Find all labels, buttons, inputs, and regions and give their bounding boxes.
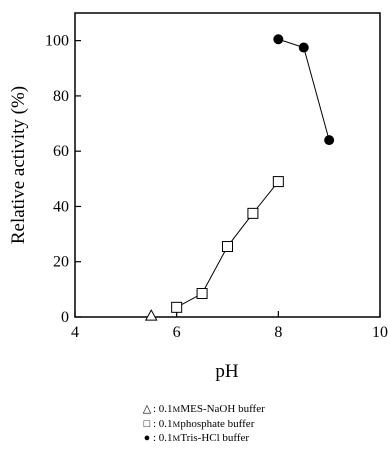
- open-triangle-icon: △: [142, 403, 152, 415]
- legend-unit: M: [172, 418, 181, 429]
- plot-frame: [74, 12, 381, 318]
- x-tick-label: 10: [372, 324, 388, 341]
- data-point-square: [272, 176, 284, 188]
- legend-item-tris: ●: 0.1 M Tris-HCl buffer: [141, 431, 265, 446]
- data-point-square: [196, 288, 208, 300]
- data-point-circle: [298, 42, 309, 53]
- legend-prefix: : 0.1: [153, 432, 173, 444]
- series-lines: [176, 38, 330, 308]
- legend-label: Tris-HCl buffer: [180, 432, 250, 444]
- data-point-square: [171, 301, 183, 313]
- x-tick-label: 8: [274, 324, 282, 341]
- x-tick-label: 4: [71, 324, 79, 341]
- axis-ticks: [74, 40, 381, 318]
- y-tick-label: 100: [45, 33, 69, 50]
- data-point-circle: [324, 135, 335, 146]
- legend-unit: M: [172, 433, 181, 443]
- legend-label: MES-NaOH buffer: [180, 403, 265, 415]
- data-point-square: [247, 207, 259, 219]
- legend-item-phosphate: □: 0.1 M phosphate buffer: [141, 417, 265, 432]
- data-point-square: [222, 241, 233, 253]
- legend-unit: M: [172, 404, 181, 414]
- y-axis-label: Relative activity (%): [8, 86, 29, 244]
- open-square-icon: □: [143, 417, 151, 430]
- data-point-triangle: [144, 309, 158, 321]
- filled-circle-icon: ●: [143, 432, 151, 444]
- data-points: [144, 34, 335, 321]
- legend-prefix: : 0.1: [153, 417, 173, 430]
- series-line-2: [278, 38, 330, 141]
- data-point-circle: [273, 34, 284, 45]
- y-tick-label: 60: [53, 143, 69, 160]
- legend: △: 0.1 M MES-NaOH buffer □: 0.1 M phosph…: [141, 402, 265, 446]
- x-axis-label: pH: [215, 361, 239, 382]
- y-tick-label: 80: [53, 88, 69, 105]
- y-tick-label: 0: [61, 309, 69, 326]
- legend-prefix: : 0.1: [153, 403, 173, 415]
- y-tick-label: 40: [53, 198, 69, 215]
- y-tick-label: 20: [53, 254, 69, 271]
- x-tick-label: 6: [173, 324, 181, 341]
- legend-label: phosphate buffer: [180, 417, 255, 430]
- legend-item-mes: △: 0.1 M MES-NaOH buffer: [141, 402, 265, 417]
